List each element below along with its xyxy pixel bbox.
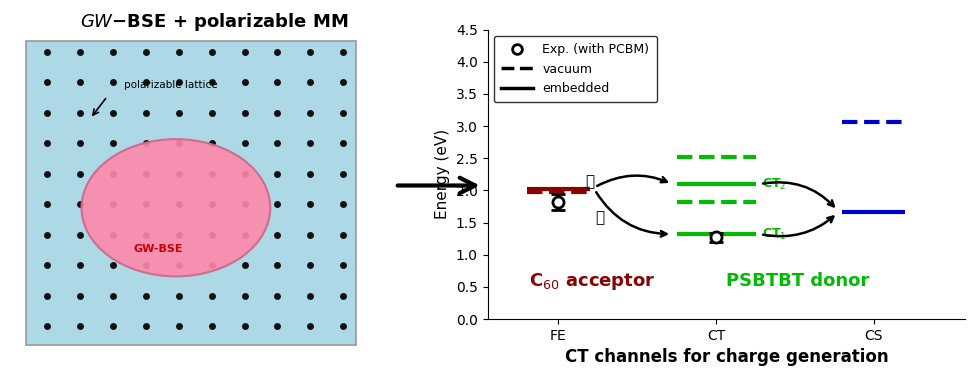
- Text: Ⓐ: Ⓐ: [595, 210, 604, 225]
- Text: C$_{60}$ acceptor: C$_{60}$ acceptor: [529, 271, 656, 292]
- Text: CT$_2$: CT$_2$: [761, 177, 786, 191]
- Text: CT$_1$: CT$_1$: [761, 227, 787, 242]
- Ellipse shape: [82, 139, 270, 276]
- Y-axis label: Energy (eV): Energy (eV): [435, 129, 450, 219]
- Text: $\mathit{GW}$−BSE + polarizable MM: $\mathit{GW}$−BSE + polarizable MM: [80, 11, 349, 33]
- Text: Ⓑ: Ⓑ: [585, 175, 595, 190]
- Text: GW-BSE: GW-BSE: [134, 244, 183, 253]
- Text: PSBTBT donor: PSBTBT donor: [726, 272, 870, 290]
- X-axis label: CT channels for charge generation: CT channels for charge generation: [565, 348, 888, 366]
- Legend: Exp. (with PCBM), vacuum, embedded: Exp. (with PCBM), vacuum, embedded: [493, 36, 657, 102]
- Text: polarizable lattice: polarizable lattice: [125, 81, 218, 90]
- FancyBboxPatch shape: [25, 41, 356, 345]
